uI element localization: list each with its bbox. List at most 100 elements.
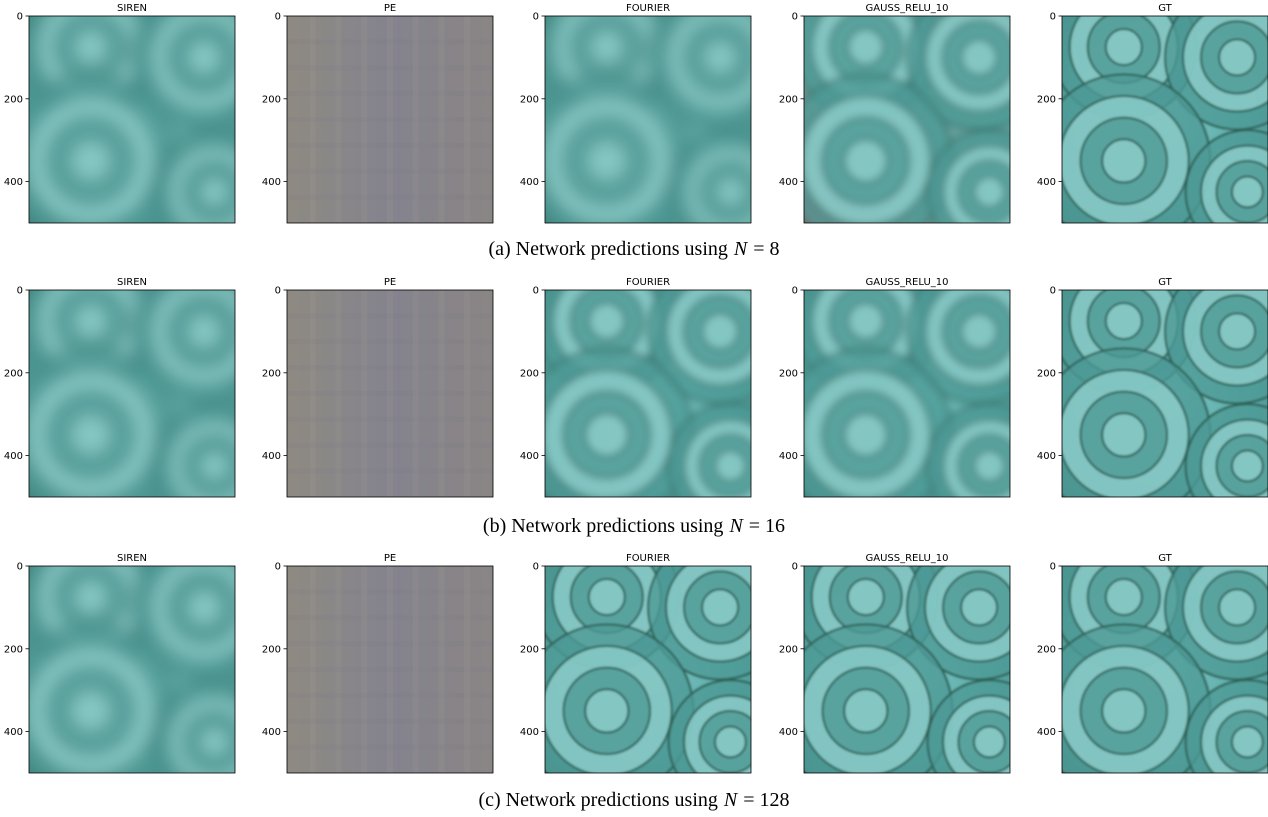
image [520, 0, 792, 254]
petal-ring [1232, 177, 1263, 208]
petal-ring [1232, 451, 1263, 482]
y-tick-label: 400 [520, 177, 539, 188]
petal-ring [1102, 689, 1145, 732]
petal-ring [715, 727, 746, 758]
y-tick-label: 200 [4, 94, 23, 105]
y-tick-label: 0 [275, 12, 281, 23]
y-tick-label: 0 [792, 562, 798, 573]
y-tick-label: 0 [533, 12, 539, 23]
y-tick-label: 400 [1037, 177, 1056, 188]
petal-ring [702, 589, 738, 625]
panel-title: GT [1158, 553, 1172, 564]
texture [779, 525, 1051, 804]
panel-title: GT [1158, 3, 1172, 14]
y-tick-label: 200 [779, 94, 798, 105]
petal-ring [589, 579, 625, 615]
petal-ring [73, 29, 109, 65]
texture [4, 525, 276, 804]
caption-var: N [723, 789, 739, 811]
y-tick-label: 400 [4, 177, 23, 188]
petal-ring [715, 451, 746, 482]
texture [520, 249, 792, 528]
petal-ring [1102, 139, 1145, 182]
y-tick-label: 0 [1050, 12, 1056, 23]
petal-ring [186, 589, 222, 625]
image [4, 0, 276, 254]
petal-ring [974, 727, 1005, 758]
petal-ring [69, 139, 112, 182]
y-tick-label: 400 [1037, 727, 1056, 738]
y-tick-label: 0 [533, 562, 539, 573]
panel: SIREN 0 200 400 [4, 525, 276, 804]
petal-ring [961, 313, 997, 349]
petal-ring [702, 313, 738, 349]
image [1037, 525, 1268, 804]
panel: GT 0 200 400 [1037, 0, 1268, 254]
texture [1037, 249, 1268, 528]
y-tick-label: 400 [262, 727, 281, 738]
petal-ring [961, 39, 997, 75]
texture [1037, 0, 1268, 254]
petal-ring [1106, 303, 1142, 339]
caption-label: (c) Network predictions using [478, 789, 717, 811]
image [779, 0, 1051, 254]
y-tick-label: 0 [792, 286, 798, 297]
petal-ring [585, 139, 628, 182]
image [287, 290, 493, 497]
image [1037, 0, 1268, 254]
y-tick-label: 0 [275, 562, 281, 573]
panel: PE0200400 [262, 553, 493, 773]
panel-title: GAUSS_RELU_10 [866, 277, 949, 288]
image [520, 249, 792, 528]
panel: FOURIER0200400 [520, 249, 792, 528]
y-tick-label: 200 [1037, 644, 1056, 655]
y-tick-label: 400 [4, 727, 23, 738]
petal-ring [73, 303, 109, 339]
panel: FOURIER0200400 [520, 0, 792, 254]
caption-rest: = 8 [753, 238, 779, 260]
image [4, 249, 276, 528]
y-tick-label: 200 [4, 644, 23, 655]
petal-ring [199, 727, 230, 758]
petal-ring [1106, 29, 1142, 65]
y-tick-label: 200 [262, 94, 281, 105]
y-tick-label: 400 [779, 177, 798, 188]
panel-title: SIREN [117, 3, 147, 14]
petal-ring [585, 689, 628, 732]
y-tick-label: 400 [520, 451, 539, 462]
panel-title: PE [384, 553, 396, 564]
image [287, 16, 493, 223]
image [520, 525, 792, 804]
y-tick-label: 0 [17, 562, 23, 573]
petal-ring [974, 451, 1005, 482]
caption-label: (a) Network predictions using [488, 238, 727, 260]
panel-title: SIREN [117, 277, 147, 288]
y-tick-label: 0 [792, 12, 798, 23]
y-tick-label: 0 [17, 286, 23, 297]
panel: SIREN0200400 [4, 249, 276, 528]
caption-rest: = 16 [749, 515, 785, 537]
panel-title: SIREN [117, 553, 147, 564]
petal-ring [589, 29, 625, 65]
petal-ring [186, 39, 222, 75]
petal-ring [1102, 413, 1145, 456]
texture [4, 249, 276, 528]
petal-ring [1106, 579, 1142, 615]
petal-ring [1219, 39, 1255, 75]
y-tick-label: 400 [779, 727, 798, 738]
petal-ring [974, 177, 1005, 208]
petal-ring [848, 29, 884, 65]
panel-title: PE [384, 3, 396, 14]
petal-ring [186, 313, 222, 349]
petal-ring [848, 579, 884, 615]
caption-label: (b) Network predictions using [483, 515, 724, 537]
panel: GAUSS_RELU_100200400 [779, 249, 1051, 528]
y-tick-label: 200 [1037, 94, 1056, 105]
y-tick-label: 200 [520, 368, 539, 379]
panel-title: GAUSS_RELU_10 [866, 553, 949, 564]
